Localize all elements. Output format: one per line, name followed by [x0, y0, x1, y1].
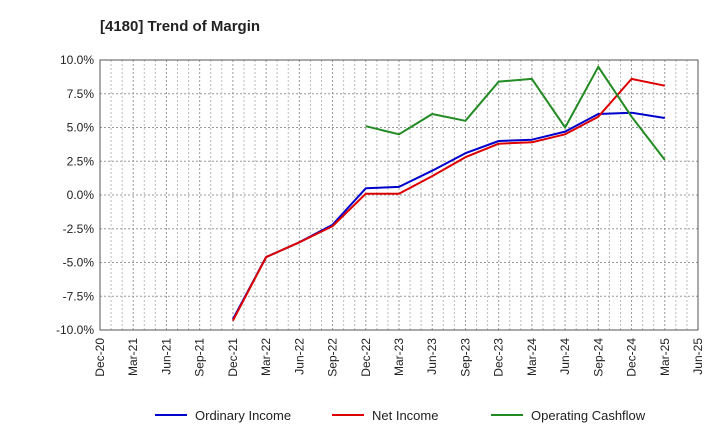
x-tick-label: Sep-23 — [458, 338, 472, 377]
y-tick-label: 0.0% — [67, 188, 95, 202]
x-tick-label: Mar-23 — [392, 338, 406, 376]
x-tick-label: Sep-24 — [591, 338, 605, 377]
y-tick-label: -5.0% — [63, 256, 95, 270]
legend-label: Net Income — [372, 408, 438, 423]
y-tick-label: 7.5% — [67, 87, 95, 101]
chart-title: [4180] Trend of Margin — [100, 18, 260, 35]
x-tick-label: Jun-24 — [558, 338, 572, 375]
y-tick-label: -10.0% — [56, 323, 94, 337]
x-tick-label: Sep-22 — [326, 338, 340, 377]
y-tick-label: -7.5% — [63, 289, 95, 303]
x-tick-label: Dec-20 — [93, 338, 107, 377]
x-tick-label: Dec-23 — [492, 338, 506, 377]
series-lines — [232, 65, 666, 322]
series-line-operating-cashflow — [365, 65, 666, 161]
x-tick-label: Jun-22 — [292, 338, 306, 375]
x-tick-label: Mar-21 — [126, 338, 140, 376]
x-tick-label: Dec-21 — [226, 338, 240, 377]
legend: Ordinary Income Net Income Operating Cashf… — [155, 408, 646, 423]
y-tick-label: 2.5% — [67, 154, 95, 168]
series-line-net-income — [232, 77, 666, 322]
grid — [99, 59, 699, 331]
plot-area — [99, 59, 699, 331]
x-tick-label: Mar-22 — [259, 338, 273, 376]
x-tick-label: Mar-24 — [525, 338, 539, 376]
x-tick-label: Sep-21 — [193, 338, 207, 377]
x-tick-label: Jun-21 — [159, 338, 173, 375]
series-line-ordinary-income — [232, 111, 665, 320]
y-tick-label: 10.0% — [60, 53, 94, 67]
x-tick-label: Mar-25 — [658, 338, 672, 376]
legend-label: Operating Cashflow — [531, 408, 646, 423]
legend-label: Ordinary Income — [195, 408, 291, 423]
x-tick-label: Dec-24 — [625, 338, 639, 377]
y-axis: 10.0% 7.5% 5.0% 2.5% 0.0% -2.5% -5.0% -7.5% -10.… — [56, 53, 94, 337]
y-tick-label: -2.5% — [63, 222, 95, 236]
x-tick-label: Jun-23 — [425, 338, 439, 375]
x-tick-label: Jun-25 — [691, 338, 705, 375]
x-tick-label: Dec-22 — [359, 338, 373, 377]
y-tick-label: 5.0% — [67, 121, 95, 135]
x-axis: Dec-20 Mar-21 Jun-21 Sep-21 Dec-21 Mar-22 Jun-… — [93, 338, 705, 377]
